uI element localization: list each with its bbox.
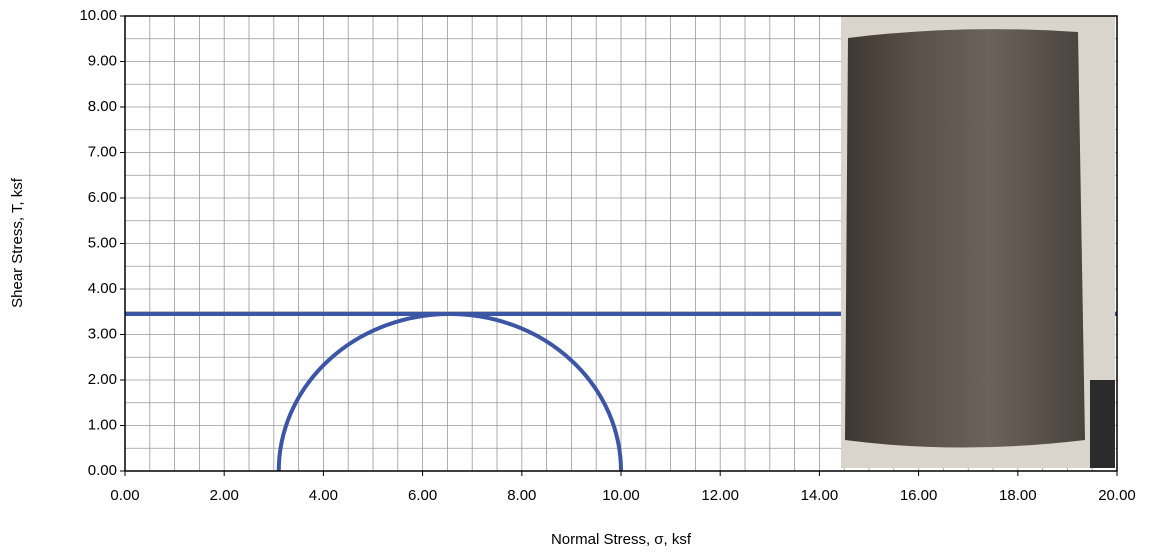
- y-tick-label: 6.00: [88, 189, 117, 206]
- photo-shadow: [1090, 380, 1115, 468]
- x-tick-label: 6.00: [408, 487, 437, 504]
- y-tick-label: 2.00: [88, 371, 117, 388]
- y-tick-label: 10.00: [79, 7, 117, 24]
- y-tick-label: 5.00: [88, 234, 117, 251]
- x-tick-label: 2.00: [210, 487, 239, 504]
- y-axis-label: Shear Stress, T, ksf: [9, 177, 26, 308]
- y-tick-label: 1.00: [88, 416, 117, 433]
- y-tick-label: 0.00: [88, 462, 117, 479]
- y-tick-label: 4.00: [88, 280, 117, 297]
- x-tick-label: 8.00: [507, 487, 536, 504]
- x-tick-label: 12.00: [701, 487, 739, 504]
- x-tick-label: 20.00: [1098, 487, 1136, 504]
- photo-sample: [845, 29, 1085, 448]
- mohr-circle: [276, 312, 623, 472]
- x-axis-label: Normal Stress, σ, ksf: [551, 531, 692, 548]
- x-tick-label: 18.00: [999, 487, 1037, 504]
- photo: [841, 16, 1115, 468]
- y-tick-label: 3.00: [88, 325, 117, 342]
- x-tick-label: 10.00: [602, 487, 640, 504]
- y-tick-label: 7.00: [88, 143, 117, 160]
- x-tick-label: 14.00: [801, 487, 839, 504]
- x-tick-label: 4.00: [309, 487, 338, 504]
- y-tick-label: 9.00: [88, 52, 117, 69]
- x-tick-label: 0.00: [110, 487, 139, 504]
- y-tick-label: 8.00: [88, 98, 117, 115]
- x-tick-label: 16.00: [900, 487, 938, 504]
